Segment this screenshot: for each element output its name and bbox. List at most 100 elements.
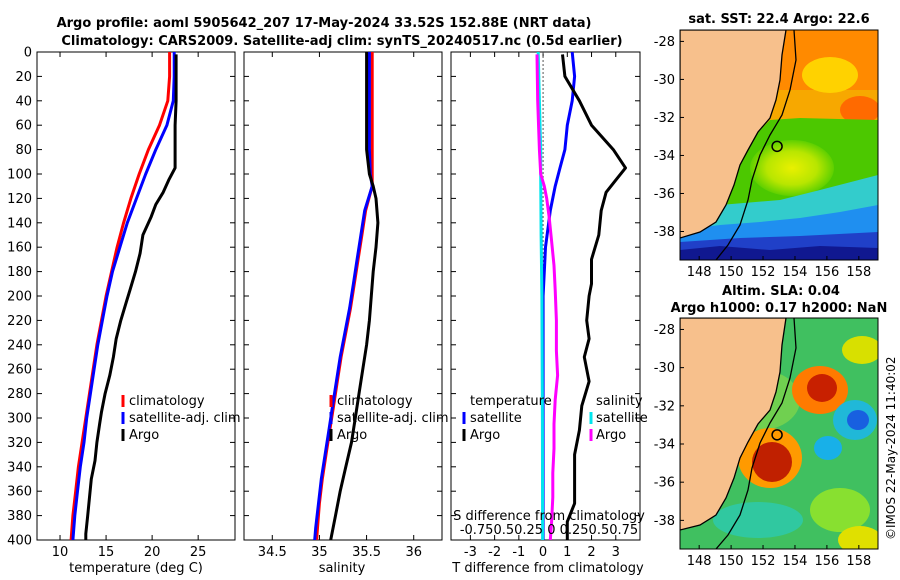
sst-patch (802, 57, 858, 93)
sst-land (680, 30, 787, 239)
x-tick-label: -1 (512, 545, 525, 560)
map-x-tick-label: 158 (846, 265, 871, 280)
salinity-lines (313, 52, 380, 540)
x-tick-label: -3 (464, 545, 477, 560)
sst-cold-band (680, 246, 878, 260)
salinity-legend: climatology satellite-adj. clim Argo (329, 394, 449, 443)
map-y-tick-label: -30 (654, 361, 675, 376)
sst-map-frame (679, 29, 879, 261)
legend-label-satellite: satellite-adj. clim (129, 411, 241, 426)
series-line-s-argo (535, 54, 560, 540)
x-tick-label: -2 (488, 545, 501, 560)
temperature-axes (36, 51, 236, 541)
legend-title-temperature: temperature (470, 394, 552, 409)
map-y-tick-label: -38 (654, 225, 675, 240)
x-tick-label: 0 (539, 545, 547, 560)
temperature-xticks: 10 15 20 25 (52, 52, 207, 560)
temperature-grid (37, 51, 235, 541)
difference-axes (450, 51, 641, 541)
x-tick-label: 20 (144, 545, 161, 560)
y-tick-label: 20 (15, 70, 32, 85)
y-tick-label: 280 (7, 387, 32, 402)
sla-map (680, 318, 878, 549)
y-tick-label: 260 (7, 363, 32, 378)
legend-label-climatology: climatology (129, 394, 205, 409)
y-tick-label: 100 (7, 168, 32, 183)
y-tick-label: 360 (7, 485, 32, 500)
map-x-tick-label: 148 (687, 554, 712, 569)
argo-location-marker (771, 140, 783, 153)
temperature-lines (69, 52, 178, 540)
sla-eddy-high (807, 374, 837, 402)
y-tick-label: 200 (7, 290, 32, 305)
y-tick-label: 0 (24, 46, 32, 61)
difference-panel: -3 -2 -1 0 1 2 3 S difference from climatology… (450, 51, 648, 576)
sla-map-frame (679, 317, 879, 550)
y-tick-label: 80 (15, 143, 32, 158)
temperature-panel: 0 20 40 60 80 100 120 140 160 180 200 220 240 260 280 3… (7, 46, 240, 577)
y-tick-label: 60 (15, 119, 32, 134)
map-x-tick-label: 150 (719, 554, 744, 569)
sla-patch (810, 488, 870, 532)
sst-map-ticks: 148 150 152 154 156 158 -28 -30 -32 -34 -36 -38 (654, 35, 871, 280)
map-y-tick-label: -36 (654, 187, 675, 202)
sla-eddy-low-core (847, 410, 869, 430)
credit-text: ©IMOS 22-May-2024 11:40:02 (884, 356, 898, 540)
x-tick-label: 34.5 (258, 545, 287, 560)
x-tick-label: 10 (52, 545, 69, 560)
map-x-tick-label: 154 (783, 554, 808, 569)
map-y-tick-label: -28 (654, 323, 675, 338)
map-y-tick-label: -38 (654, 514, 675, 529)
temperature-legend: climatology satellite-adj. clim Argo (121, 394, 241, 443)
map-y-tick-label: -36 (654, 476, 675, 491)
temperature-yticks: 0 20 40 60 80 100 120 140 160 180 200 220 240 260 280 3… (7, 46, 32, 549)
salinity-xlabel: salinity (319, 561, 366, 576)
sst-map-title: sat. SST: 22.4 Argo: 22.6 (688, 12, 869, 27)
difference-lines (535, 52, 627, 540)
x-tick-label: 36 (405, 545, 422, 560)
x-tick-label: 25 (190, 545, 207, 560)
difference-xlabel: T difference from climatology (451, 561, 644, 576)
map-x-tick-label: 152 (751, 265, 776, 280)
map-x-tick-label: 158 (846, 554, 871, 569)
salinity-panel: 34.5 35 35.5 36 salinity climatology satell… (243, 51, 449, 576)
sla-patch (713, 502, 803, 538)
map-y-tick-label: -28 (654, 35, 675, 50)
y-tick-label: 220 (7, 314, 32, 329)
map-y-tick-label: -32 (654, 399, 675, 414)
argo-location-marker (771, 429, 783, 441)
legend-label-s-argo: Argo (596, 428, 626, 443)
y-tick-label: 380 (7, 509, 32, 524)
legend-label-climatology: climatology (337, 394, 413, 409)
y-tick-label: 400 (7, 534, 32, 549)
sla-patch (838, 526, 878, 549)
x-tick-label: 1 (563, 545, 571, 560)
series-line-argo (84, 54, 178, 540)
x-tick-label: 35 (311, 545, 328, 560)
y-tick-label: 340 (7, 460, 32, 475)
salinity-axes (243, 51, 443, 541)
map-x-tick-label: 150 (719, 265, 744, 280)
sst-depth-contour (715, 30, 797, 260)
series-line-s-satellite (536, 52, 545, 540)
y-tick-label: 140 (7, 216, 32, 231)
difference-grid (451, 51, 640, 541)
y-tick-label: 300 (7, 412, 32, 427)
sst-map (680, 30, 878, 260)
x-tick-label: 2 (587, 545, 595, 560)
difference-xlabel-top: S difference from climatology (453, 509, 645, 524)
y-tick-label: 40 (15, 94, 32, 109)
sla-land (680, 318, 787, 531)
sla-map-title-line2: Argo h1000: 0.17 h2000: NaN (671, 301, 888, 316)
difference-legend-salinity: salinity satellite Argo (589, 394, 648, 443)
difference-xticks-top: -0.750.50.25 0 0.250.50.75 (460, 523, 638, 538)
y-tick-label: 320 (7, 436, 32, 451)
y-tick-label: 180 (7, 265, 32, 280)
legend-title-salinity: salinity (596, 394, 643, 409)
map-x-tick-label: 152 (751, 554, 776, 569)
figure-title-line2: Climatology: CARS2009. Satellite-adj cli… (61, 34, 622, 49)
map-x-tick-label: 154 (783, 265, 808, 280)
sst-patch (840, 96, 878, 124)
x-tick-label: 35.5 (352, 545, 381, 560)
